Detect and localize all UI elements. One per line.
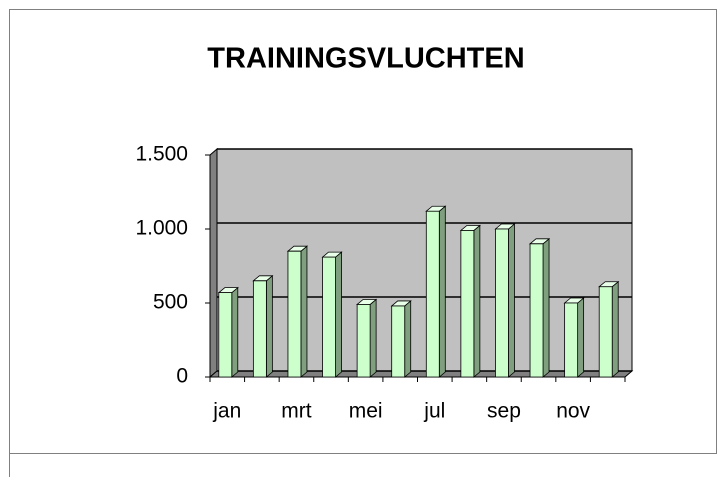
bar-front xyxy=(529,243,544,378)
bar xyxy=(356,298,378,378)
bar-side xyxy=(335,251,342,378)
x-tick-label: sep xyxy=(487,400,521,423)
bar-side xyxy=(577,297,585,378)
bar-front xyxy=(598,286,613,378)
bar xyxy=(252,274,274,378)
bar xyxy=(494,223,516,378)
bar xyxy=(217,286,239,378)
x-tick-label: jan xyxy=(212,400,241,423)
bar xyxy=(528,237,551,378)
bar xyxy=(459,224,481,378)
bar xyxy=(321,251,343,378)
bar-front xyxy=(287,250,302,378)
y-tick-label: 0 xyxy=(176,365,188,388)
bar-side xyxy=(473,224,481,378)
bar-front xyxy=(564,302,579,378)
x-tick-label: jul xyxy=(423,400,445,423)
y-tick-label: 1.000 xyxy=(135,217,188,240)
bar-side xyxy=(611,280,619,378)
bar-front xyxy=(322,256,336,378)
bar xyxy=(598,280,620,378)
bar xyxy=(390,300,412,378)
bar-side xyxy=(265,274,273,378)
bar-side xyxy=(438,205,446,378)
bar xyxy=(286,245,309,378)
x-tick-label: mrt xyxy=(281,400,311,423)
y-tick-label: 500 xyxy=(153,291,188,314)
bar-side xyxy=(369,298,377,378)
bar xyxy=(563,297,585,378)
y-tick-label: 1.500 xyxy=(135,143,188,166)
bar-front xyxy=(391,305,406,378)
bar-side xyxy=(300,245,308,378)
bar-front xyxy=(218,292,233,378)
side-wall xyxy=(209,147,218,379)
bar-side xyxy=(508,223,515,378)
x-tick-label: mei xyxy=(349,400,383,423)
bar-front xyxy=(425,210,440,378)
bar-side xyxy=(404,300,412,378)
bar-side xyxy=(231,286,239,378)
chart-title: TRAININGSVLUCHTEN xyxy=(207,43,524,75)
bar-front xyxy=(252,280,267,378)
bar-side xyxy=(542,237,550,378)
bar-front xyxy=(460,230,475,378)
bar-front xyxy=(495,228,509,378)
bar-front xyxy=(356,304,371,378)
bar xyxy=(425,205,447,378)
x-tick-label: nov xyxy=(556,400,590,423)
